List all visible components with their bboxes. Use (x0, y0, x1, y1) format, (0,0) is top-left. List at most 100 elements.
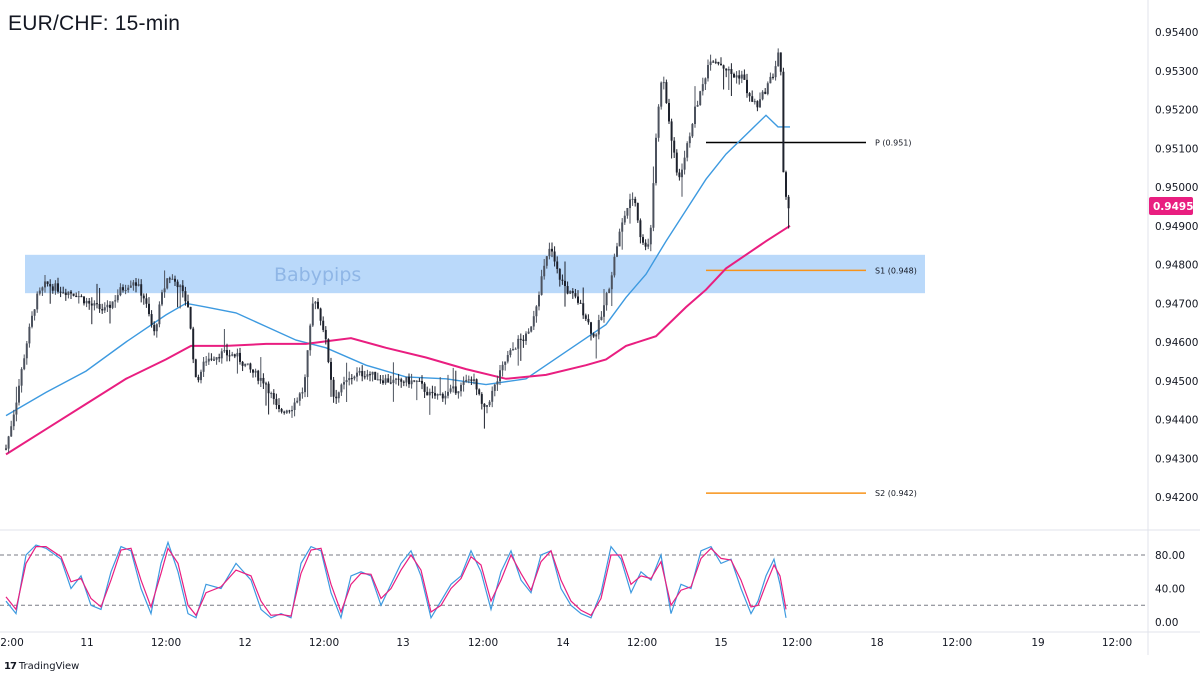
candle-body (509, 350, 512, 356)
candle-body (272, 393, 275, 399)
candle-body (353, 376, 356, 379)
price-tick-label: 0.94200 (1155, 492, 1198, 504)
candle-body (340, 384, 343, 393)
candle-body (311, 303, 314, 326)
price-tick-label: 0.95200 (1155, 105, 1198, 117)
candle-body (179, 285, 182, 288)
candle-body (361, 370, 364, 377)
candle-body (730, 69, 733, 74)
candle-body (166, 278, 169, 289)
candle-body (759, 99, 761, 108)
candle-body (636, 202, 639, 221)
candle-body (501, 364, 504, 371)
candle-body (306, 350, 309, 378)
candle-body (150, 314, 153, 325)
candle-body (285, 410, 288, 413)
candle-body (298, 393, 301, 401)
candle-body (70, 291, 72, 294)
candle-body (512, 349, 514, 351)
candle-body (33, 309, 36, 316)
candle-body (683, 157, 686, 170)
candle-body (707, 65, 709, 79)
candle-body (88, 300, 91, 304)
candle-body (434, 393, 436, 396)
candle-body (735, 75, 738, 78)
candle-body (223, 350, 226, 352)
time-tick-label: 13 (396, 637, 409, 649)
candle-body (421, 380, 423, 384)
candle-body (296, 400, 299, 403)
candle-body (75, 295, 78, 298)
candle-body (460, 384, 462, 392)
candle-body (642, 237, 644, 243)
candle-body (441, 393, 444, 399)
candle-body (332, 379, 335, 397)
candle-body (337, 392, 340, 399)
candle-body (397, 378, 400, 380)
candle-body (366, 374, 369, 377)
candle-body (426, 391, 429, 396)
candle-body (447, 391, 449, 396)
candle-body (675, 152, 678, 173)
candle-body (709, 61, 712, 66)
candle-body (145, 298, 148, 304)
candle-body (140, 284, 143, 296)
candle-body (28, 326, 31, 344)
candle-body (57, 283, 59, 292)
candle-body (20, 369, 23, 386)
time-tick-label: 2:00 (0, 637, 24, 649)
candle-body (475, 379, 478, 390)
candle-body (753, 101, 756, 103)
candle-body (374, 371, 377, 380)
candle-body (522, 339, 525, 342)
candle-body (418, 380, 421, 382)
candle-body (540, 276, 543, 295)
candle-body (116, 295, 119, 301)
time-tick-label: 12:00 (151, 637, 181, 649)
candle-body (431, 391, 434, 394)
candle-body (491, 390, 494, 402)
candle-body (408, 376, 410, 385)
candle-body (436, 394, 439, 396)
candle-body (493, 384, 496, 391)
candle-body (532, 316, 535, 327)
candle-body (751, 96, 754, 102)
candle-body (756, 101, 759, 108)
candle-body (746, 79, 748, 94)
candle-body (740, 74, 743, 79)
candle-body (293, 402, 296, 410)
candle-body (499, 370, 501, 382)
candle-body (239, 352, 241, 362)
last-price-tag (1149, 196, 1193, 215)
candle-body (595, 334, 598, 337)
candle-body (379, 379, 382, 381)
candle-body (93, 303, 96, 306)
candle-body (603, 305, 605, 317)
candle-body (262, 377, 265, 384)
candle-body (189, 306, 192, 329)
time-tick-label: 12:00 (627, 637, 657, 649)
candle-body (18, 385, 20, 403)
candle-body (688, 136, 691, 144)
candle-body (376, 379, 379, 381)
candle-body (142, 295, 145, 299)
candle-body (400, 379, 403, 382)
candle-body (621, 222, 624, 232)
candle-body (36, 293, 39, 310)
candle-body (496, 381, 499, 385)
candle-body (597, 320, 600, 335)
candle-body (184, 291, 187, 302)
candle-body (551, 248, 553, 252)
candle-body (158, 304, 161, 325)
candle-body (200, 371, 202, 381)
candle-body (330, 361, 332, 380)
candle-body (10, 426, 13, 437)
candle-body (83, 296, 85, 304)
candle-body (257, 370, 260, 381)
candle-body (714, 61, 717, 63)
candle-body (345, 380, 348, 383)
candle-body (85, 300, 88, 304)
candle-body (538, 294, 540, 307)
